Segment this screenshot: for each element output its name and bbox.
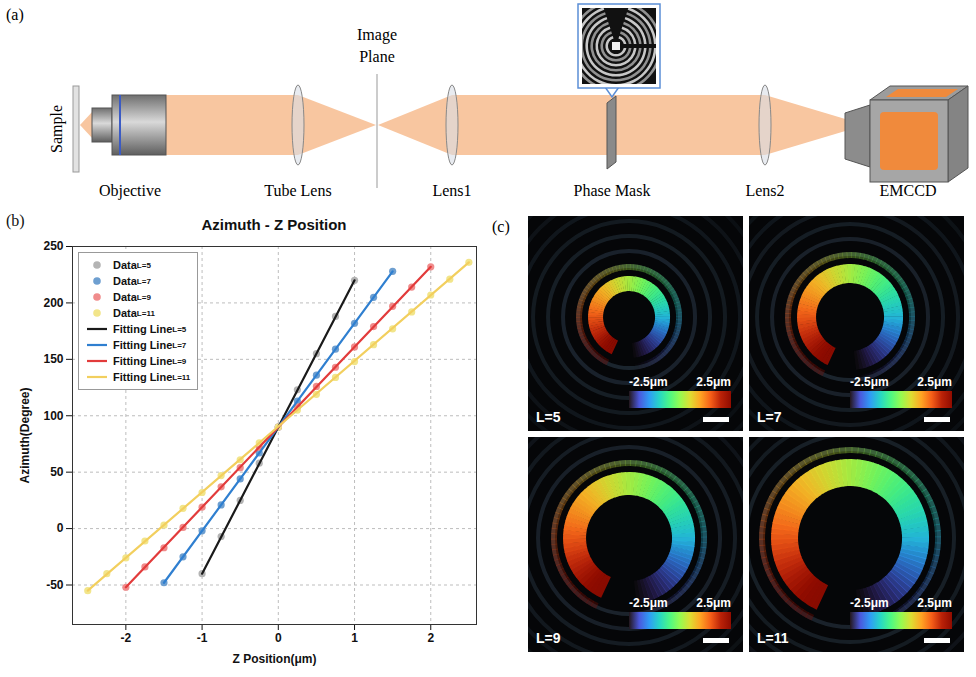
svg-text:2.5μm: 2.5μm [696, 375, 731, 389]
svg-text:Lens2: Lens2 [745, 182, 784, 199]
svg-text:250: 250 [43, 239, 63, 253]
svg-text:2: 2 [427, 631, 434, 645]
html-text:DataL=5: DataL=5 [113, 259, 151, 271]
html-text:Fitting LineL=11: Fitting LineL=11 [113, 371, 191, 383]
svg-text:-2.5μm: -2.5μm [629, 596, 668, 610]
svg-text:Objective: Objective [99, 182, 161, 200]
svg-text:L=9: L=9 [536, 630, 561, 646]
html-text:Fitting LineL=5: Fitting LineL=5 [113, 323, 187, 335]
svg-text:-2.5μm: -2.5μm [850, 375, 889, 389]
html-text:DataL=9: DataL=9 [113, 291, 151, 303]
svg-text:Sample: Sample [48, 105, 66, 153]
svg-text:L=7: L=7 [757, 409, 782, 425]
svg-text:-1: -1 [197, 631, 208, 645]
svg-text:L=5: L=5 [536, 409, 561, 425]
svg-text:0: 0 [57, 521, 64, 535]
svg-text:-2.5μm: -2.5μm [850, 596, 889, 610]
svg-text:Phase Mask: Phase Mask [574, 182, 651, 199]
svg-text:L=11: L=11 [757, 630, 789, 646]
svg-text:-50: -50 [46, 578, 64, 592]
svg-text:2.5μm: 2.5μm [696, 596, 731, 610]
svg-text:-2: -2 [121, 631, 132, 645]
html-text:DataL=11: DataL=11 [113, 307, 155, 319]
svg-text:-2.5μm: -2.5μm [629, 375, 668, 389]
svg-text:Azimuth(Degree): Azimuth(Degree) [18, 387, 32, 483]
svg-text:150: 150 [43, 352, 63, 366]
svg-text:Z Position(μm): Z Position(μm) [233, 652, 317, 666]
svg-text:ImagePlane: ImagePlane [357, 26, 397, 65]
html-text:Fitting LineL=7: Fitting LineL=7 [113, 339, 187, 351]
svg-text:2.5μm: 2.5μm [917, 596, 952, 610]
html-text:DataL=7: DataL=7 [113, 275, 151, 287]
svg-text:2.5μm: 2.5μm [917, 375, 952, 389]
html-text:(b): (b) [6, 212, 25, 229]
svg-text:(c): (c) [492, 218, 510, 236]
svg-text:Tube Lens: Tube Lens [264, 182, 331, 199]
svg-text:EMCCD: EMCCD [880, 182, 937, 199]
svg-text:Lens1: Lens1 [432, 182, 471, 199]
svg-text:1: 1 [351, 631, 358, 645]
svg-text:(a): (a) [6, 6, 24, 24]
svg-text:0: 0 [275, 631, 282, 645]
svg-text:200: 200 [43, 296, 63, 310]
html-text:Azimuth - Z Position: Azimuth - Z Position [201, 216, 347, 233]
svg-text:50: 50 [50, 465, 64, 479]
svg-text:100: 100 [43, 409, 63, 423]
html-text:Fitting LineL=9: Fitting LineL=9 [113, 355, 187, 367]
